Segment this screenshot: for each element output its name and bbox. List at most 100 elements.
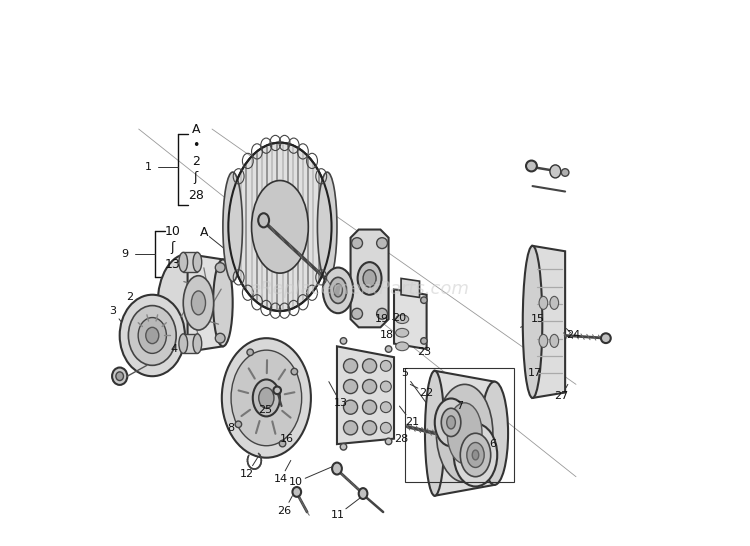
- Ellipse shape: [193, 252, 202, 272]
- Bar: [405, 368, 514, 482]
- Ellipse shape: [550, 334, 559, 347]
- Ellipse shape: [362, 359, 376, 373]
- Ellipse shape: [363, 270, 376, 287]
- Text: 13: 13: [164, 258, 180, 271]
- Ellipse shape: [138, 318, 166, 353]
- Ellipse shape: [362, 400, 376, 414]
- Ellipse shape: [253, 379, 280, 417]
- Ellipse shape: [344, 379, 358, 394]
- Ellipse shape: [447, 416, 455, 429]
- Text: 28: 28: [188, 189, 204, 202]
- Ellipse shape: [292, 487, 301, 497]
- Text: 21: 21: [405, 417, 419, 428]
- Text: 16: 16: [280, 434, 294, 444]
- Text: A: A: [200, 225, 208, 239]
- Ellipse shape: [601, 333, 610, 343]
- Ellipse shape: [193, 334, 202, 353]
- Text: 6: 6: [489, 439, 496, 449]
- Ellipse shape: [472, 450, 478, 460]
- Ellipse shape: [376, 308, 388, 319]
- Ellipse shape: [251, 181, 308, 273]
- Ellipse shape: [358, 262, 382, 295]
- Polygon shape: [183, 334, 197, 353]
- Ellipse shape: [396, 342, 409, 351]
- Ellipse shape: [539, 296, 548, 310]
- Text: 12: 12: [240, 469, 254, 479]
- Ellipse shape: [460, 433, 490, 477]
- Text: 11: 11: [331, 510, 345, 520]
- Ellipse shape: [329, 277, 346, 304]
- Text: 22: 22: [419, 388, 434, 397]
- Ellipse shape: [396, 328, 409, 337]
- Text: 8: 8: [227, 423, 235, 433]
- Text: 26: 26: [278, 506, 291, 516]
- Text: ʃ: ʃ: [170, 241, 175, 254]
- Ellipse shape: [332, 462, 342, 474]
- Text: 14: 14: [274, 474, 287, 484]
- Ellipse shape: [120, 295, 184, 376]
- Ellipse shape: [421, 297, 428, 304]
- Ellipse shape: [380, 423, 392, 433]
- Ellipse shape: [235, 421, 242, 428]
- Ellipse shape: [213, 259, 232, 346]
- Ellipse shape: [344, 400, 358, 414]
- Text: 9: 9: [122, 249, 129, 259]
- Ellipse shape: [191, 291, 206, 315]
- Ellipse shape: [259, 388, 274, 408]
- Text: 3: 3: [110, 306, 117, 316]
- Ellipse shape: [380, 402, 392, 413]
- Ellipse shape: [526, 161, 537, 171]
- Ellipse shape: [228, 143, 332, 311]
- Text: 20: 20: [392, 312, 406, 323]
- Ellipse shape: [158, 254, 218, 352]
- Text: 23: 23: [417, 347, 431, 357]
- Polygon shape: [350, 229, 388, 327]
- Polygon shape: [532, 246, 566, 398]
- Ellipse shape: [128, 306, 176, 365]
- Ellipse shape: [322, 268, 353, 313]
- Ellipse shape: [352, 238, 362, 248]
- Ellipse shape: [481, 382, 508, 485]
- Polygon shape: [183, 252, 197, 272]
- Polygon shape: [188, 254, 223, 352]
- Ellipse shape: [215, 263, 225, 272]
- Ellipse shape: [231, 350, 302, 446]
- Ellipse shape: [362, 421, 376, 435]
- Ellipse shape: [441, 408, 460, 436]
- Ellipse shape: [358, 488, 368, 499]
- Text: ʃ: ʃ: [194, 171, 198, 185]
- Ellipse shape: [116, 372, 124, 381]
- Ellipse shape: [274, 387, 281, 394]
- Text: eReplacementParts.com: eReplacementParts.com: [249, 280, 469, 298]
- Polygon shape: [337, 346, 394, 444]
- Ellipse shape: [291, 369, 298, 375]
- Ellipse shape: [447, 403, 482, 464]
- Ellipse shape: [436, 384, 493, 482]
- Ellipse shape: [258, 213, 269, 227]
- Ellipse shape: [112, 367, 128, 385]
- Ellipse shape: [539, 334, 548, 347]
- Text: 2: 2: [192, 155, 200, 168]
- Ellipse shape: [317, 172, 337, 282]
- Text: 17: 17: [528, 369, 542, 378]
- Polygon shape: [435, 371, 494, 496]
- Ellipse shape: [247, 349, 254, 355]
- Text: 15: 15: [531, 314, 545, 324]
- Text: 25: 25: [258, 405, 272, 415]
- Ellipse shape: [352, 308, 362, 319]
- Ellipse shape: [396, 315, 409, 324]
- Ellipse shape: [386, 346, 392, 352]
- Text: 5: 5: [401, 369, 409, 378]
- Ellipse shape: [523, 246, 542, 398]
- Ellipse shape: [223, 172, 242, 282]
- Ellipse shape: [425, 371, 445, 496]
- Text: 4: 4: [170, 344, 178, 354]
- Text: 24: 24: [566, 330, 580, 341]
- Polygon shape: [394, 289, 427, 349]
- Text: 13: 13: [334, 399, 348, 408]
- Text: 27: 27: [554, 391, 568, 401]
- Ellipse shape: [183, 276, 214, 330]
- Ellipse shape: [454, 424, 497, 486]
- Polygon shape: [401, 278, 419, 298]
- Ellipse shape: [421, 337, 428, 344]
